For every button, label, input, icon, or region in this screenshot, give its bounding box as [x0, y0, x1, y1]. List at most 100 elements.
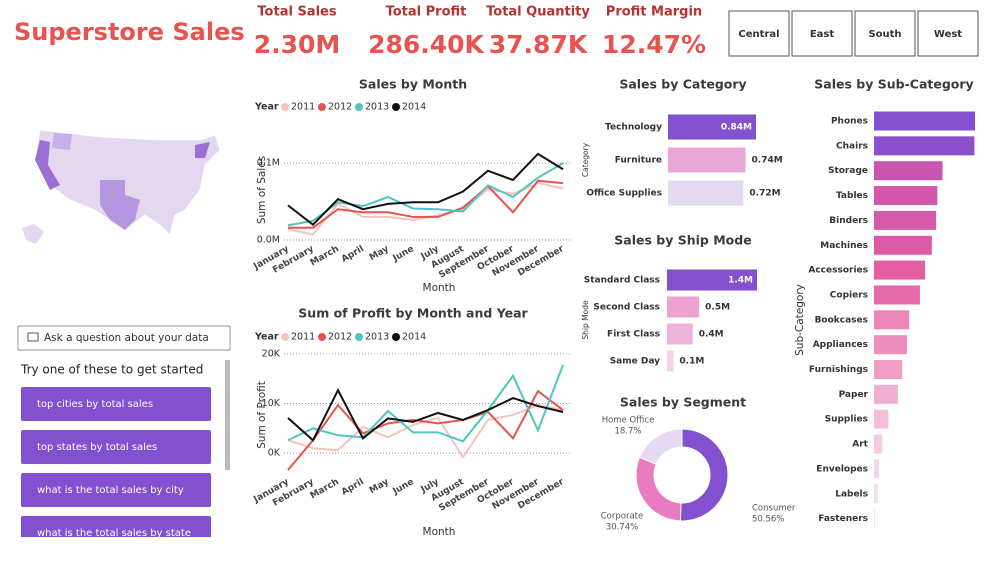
- region-button[interactable]: [791, 10, 853, 57]
- bar: [874, 235, 932, 255]
- category-label: Chairs: [836, 141, 868, 151]
- category-label: Supplies: [825, 415, 868, 425]
- qa-input[interactable]: [17, 325, 231, 351]
- legend-label: 2012: [328, 332, 352, 343]
- category-label: Storage: [828, 166, 868, 176]
- region-button-label: South: [868, 29, 901, 40]
- region-button[interactable]: [728, 10, 790, 57]
- qa-suggestion-text: what is the total sales by city: [37, 485, 184, 496]
- slice-value: 30.74%: [606, 523, 638, 533]
- chart-title: Sum of Profit by Month and Year: [298, 306, 528, 321]
- bar: [874, 360, 903, 379]
- map-state: [100, 180, 140, 230]
- legend-label: 2014: [402, 102, 426, 113]
- y-axis-title: Sum of Profit: [256, 381, 268, 449]
- category-label: Machines: [820, 241, 868, 251]
- pie-slice: [679, 428, 729, 522]
- bar: [874, 111, 975, 131]
- legend-label: 2013: [365, 102, 389, 113]
- y-axis-title: Ship Mode: [581, 300, 590, 340]
- chart-title: Sales by Segment: [620, 395, 746, 410]
- legend-title: Year: [254, 102, 279, 113]
- bar: [874, 335, 908, 355]
- value-label: 0.4M: [699, 330, 724, 340]
- qa-suggestion[interactable]: [21, 430, 211, 464]
- qa-suggestion[interactable]: [21, 473, 211, 507]
- series-line: [287, 162, 564, 227]
- qa-suggestions: top cities by total sales top states by t…: [21, 387, 211, 550]
- bar: [668, 114, 756, 140]
- category-label: Standard Class: [584, 276, 660, 286]
- category-label: Office Supplies: [586, 189, 662, 199]
- kpi-value: 12.47%: [602, 30, 706, 59]
- value-label: 0.84M: [721, 123, 752, 133]
- legend-title: Year: [254, 332, 279, 343]
- region-button-label: Central: [738, 29, 779, 40]
- chart-title: Sales by Ship Mode: [614, 233, 751, 248]
- category-label: Bookcases: [815, 315, 868, 325]
- series-line: [287, 152, 564, 226]
- series-line: [287, 387, 564, 442]
- bar: [874, 310, 910, 330]
- slice-value: 18.7%: [614, 427, 641, 437]
- value-label: 0.1M: [679, 357, 704, 367]
- bar: [874, 409, 889, 429]
- legend-marker: [281, 103, 289, 111]
- category-label: Tables: [836, 191, 868, 201]
- chart-title: Sales by Category: [619, 77, 746, 92]
- slice-label: Consumer: [752, 504, 796, 514]
- y-tick-label: 10K: [262, 398, 281, 409]
- bar: [668, 180, 744, 206]
- category-label: Furniture: [615, 156, 662, 166]
- region-button[interactable]: [854, 10, 916, 57]
- scrollbar[interactable]: [225, 360, 230, 470]
- bar: [874, 186, 938, 206]
- region-button-label: East: [810, 29, 835, 40]
- category-label: Second Class: [593, 303, 660, 313]
- bar: [874, 210, 937, 230]
- y-axis-title: Sub-Category: [794, 284, 806, 356]
- qa-prompt: Try one of these to get started: [20, 363, 203, 377]
- bar: [667, 296, 700, 318]
- x-axis-title: Month: [423, 282, 456, 294]
- legend-label: 2011: [291, 332, 315, 343]
- slice-label: Home Office: [602, 416, 655, 426]
- region-button[interactable]: [917, 10, 979, 57]
- y-tick-label: 20K: [262, 348, 281, 359]
- bar: [874, 285, 920, 305]
- y-tick-label: 0K: [268, 448, 281, 459]
- map-state: [35, 140, 60, 190]
- category-label: Same Day: [610, 357, 660, 367]
- legend-marker: [355, 333, 363, 341]
- value-label: 1.4M: [728, 276, 753, 286]
- category-label: Labels: [835, 489, 868, 499]
- series-line: [287, 389, 564, 471]
- bar: [874, 484, 878, 504]
- category-label: Technology: [605, 123, 662, 133]
- y-axis-title: Sum of Sales: [256, 156, 268, 224]
- qa-suggestion[interactable]: [21, 387, 211, 421]
- series-line: [288, 179, 564, 229]
- category-label: Appliances: [813, 340, 868, 350]
- bar: [874, 509, 875, 529]
- us-map: [22, 129, 221, 244]
- qa-suggestion-text: what is the total sales by state: [37, 528, 191, 539]
- category-label: Fasteners: [818, 514, 868, 524]
- region-button-label: West: [934, 29, 962, 40]
- x-axis-title: Month: [423, 526, 456, 538]
- chart-title: Sales by Sub-Category: [814, 77, 973, 92]
- bar: [667, 350, 674, 372]
- qa-suggestion[interactable]: [21, 516, 211, 550]
- bar: [874, 434, 883, 454]
- legend-marker: [318, 333, 326, 341]
- dashboard-title: Superstore Sales: [14, 18, 245, 46]
- value-label: 0.72M: [749, 189, 780, 199]
- value-label: 0.74M: [752, 156, 783, 166]
- bar: [667, 323, 693, 345]
- legend-label: 2014: [402, 332, 426, 343]
- bar: [667, 269, 757, 291]
- qa-icon: [27, 332, 39, 342]
- category-label: Copiers: [830, 290, 868, 300]
- legend-marker: [318, 103, 326, 111]
- category-label: Binders: [829, 216, 868, 226]
